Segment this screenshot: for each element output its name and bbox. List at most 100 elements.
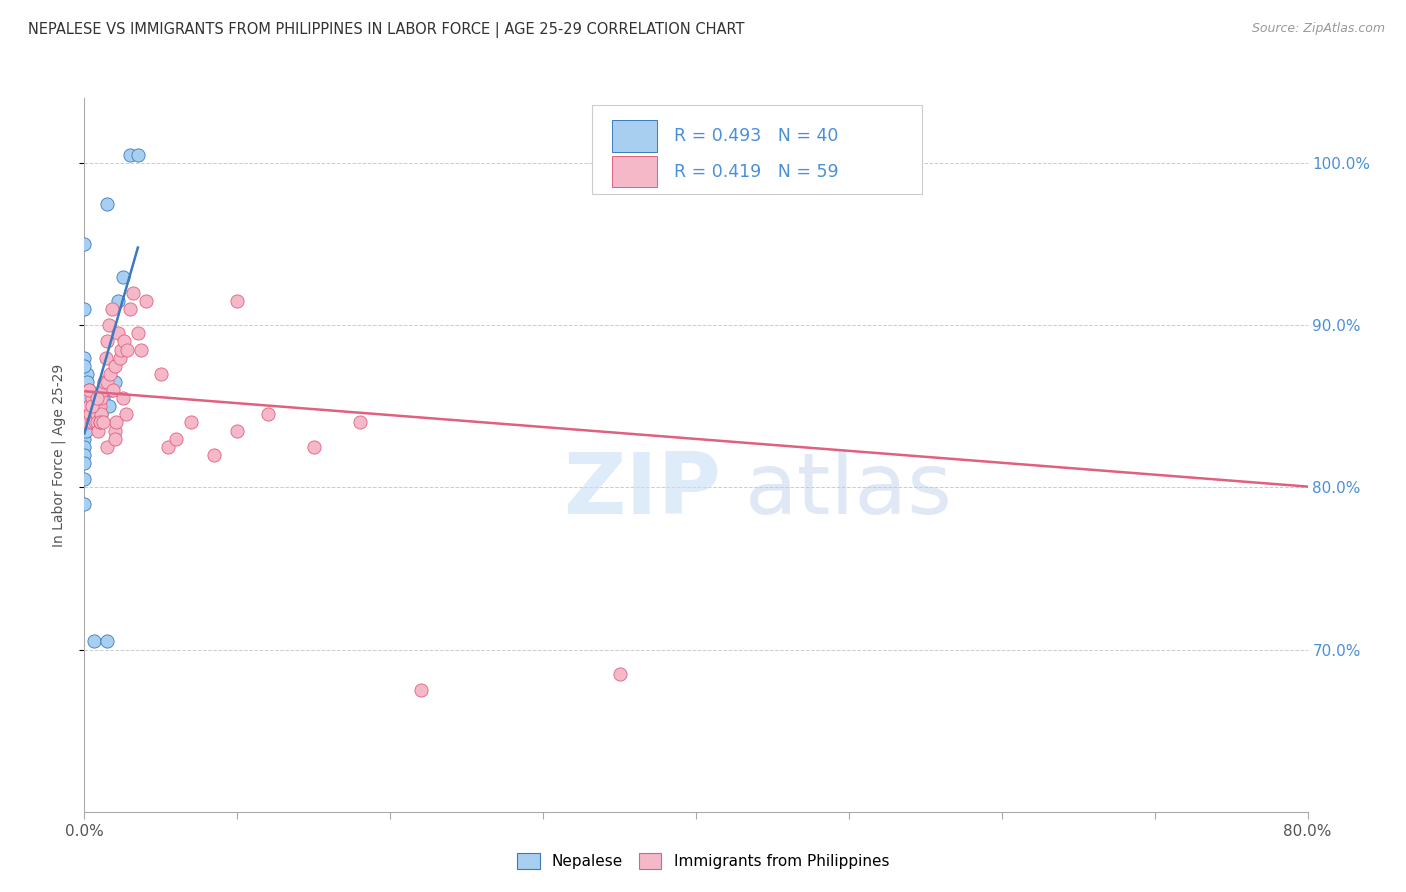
Point	[83, 416, 105, 430]
Point	[76, 416, 98, 430]
Point	[114, 408, 136, 422]
Point	[96, 334, 118, 349]
Point	[73, 424, 96, 438]
Point	[127, 326, 149, 341]
Point	[79, 408, 101, 422]
Text: atlas: atlas	[745, 449, 953, 533]
Point	[80, 416, 103, 430]
Point	[77, 399, 100, 413]
Y-axis label: In Labor Force | Age 25-29: In Labor Force | Age 25-29	[52, 363, 66, 547]
Point	[80, 399, 103, 413]
FancyBboxPatch shape	[612, 120, 657, 152]
Point	[86, 408, 108, 422]
Point	[73, 456, 96, 470]
Point	[165, 432, 187, 446]
Text: R = 0.493   N = 40: R = 0.493 N = 40	[673, 127, 838, 145]
Point	[83, 634, 105, 648]
Point	[75, 408, 97, 422]
Point	[135, 293, 157, 308]
Point	[89, 416, 111, 430]
Point	[96, 375, 118, 389]
Point	[97, 318, 120, 333]
Point	[110, 343, 132, 357]
Point	[792, 148, 814, 162]
Point	[89, 408, 111, 422]
Point	[90, 408, 112, 422]
Point	[94, 351, 117, 365]
Point	[120, 301, 142, 316]
Point	[107, 326, 129, 341]
Point	[104, 432, 127, 446]
Point	[149, 367, 172, 381]
Point	[91, 383, 114, 397]
Point	[104, 375, 127, 389]
Point	[226, 293, 249, 308]
Point	[73, 472, 96, 486]
Point	[107, 293, 129, 308]
Point	[90, 408, 112, 422]
Point	[111, 391, 134, 405]
Point	[202, 448, 225, 462]
Point	[73, 432, 96, 446]
Point	[79, 399, 101, 413]
Point	[76, 367, 98, 381]
Point	[105, 416, 128, 430]
Point	[86, 408, 108, 422]
Point	[73, 440, 96, 454]
Point	[73, 497, 96, 511]
FancyBboxPatch shape	[592, 105, 922, 194]
Point	[96, 440, 118, 454]
Text: NEPALESE VS IMMIGRANTS FROM PHILIPPINES IN LABOR FORCE | AGE 25-29 CORRELATION C: NEPALESE VS IMMIGRANTS FROM PHILIPPINES …	[28, 22, 745, 38]
Point	[104, 424, 127, 438]
Point	[257, 408, 280, 422]
Point	[89, 399, 111, 413]
Point	[83, 399, 105, 413]
Point	[349, 416, 371, 430]
Point	[90, 391, 112, 405]
Point	[84, 408, 107, 422]
Text: Source: ZipAtlas.com: Source: ZipAtlas.com	[1251, 22, 1385, 36]
Point	[101, 301, 124, 316]
Point	[79, 408, 101, 422]
Point	[91, 391, 114, 405]
Point	[73, 408, 96, 422]
Point	[80, 416, 103, 430]
Point	[77, 383, 100, 397]
Point	[157, 440, 180, 454]
Point	[98, 367, 121, 381]
Point	[409, 683, 432, 698]
Point	[226, 424, 249, 438]
Point	[73, 359, 96, 373]
Point	[115, 343, 138, 357]
Point	[73, 301, 96, 316]
Point	[108, 351, 131, 365]
Point	[75, 424, 97, 438]
Point	[87, 424, 110, 438]
Point	[73, 237, 96, 252]
Point	[97, 399, 120, 413]
Point	[129, 343, 152, 357]
Point	[101, 383, 124, 397]
Point	[96, 196, 118, 211]
Point	[77, 383, 100, 397]
Point	[73, 351, 96, 365]
Point	[93, 375, 115, 389]
Point	[73, 416, 96, 430]
Point	[77, 391, 100, 405]
Point	[89, 416, 111, 430]
Point	[91, 416, 114, 430]
Point	[73, 448, 96, 462]
Text: R = 0.419   N = 59: R = 0.419 N = 59	[673, 162, 838, 180]
Point	[73, 408, 96, 422]
Text: ZIP: ZIP	[562, 449, 720, 533]
FancyBboxPatch shape	[612, 156, 657, 187]
Point	[127, 148, 149, 162]
Point	[86, 391, 108, 405]
Point	[120, 148, 142, 162]
Point	[75, 408, 97, 422]
Point	[302, 440, 325, 454]
Point	[104, 359, 127, 373]
Point	[76, 375, 98, 389]
Point	[609, 666, 631, 681]
Point	[86, 416, 108, 430]
